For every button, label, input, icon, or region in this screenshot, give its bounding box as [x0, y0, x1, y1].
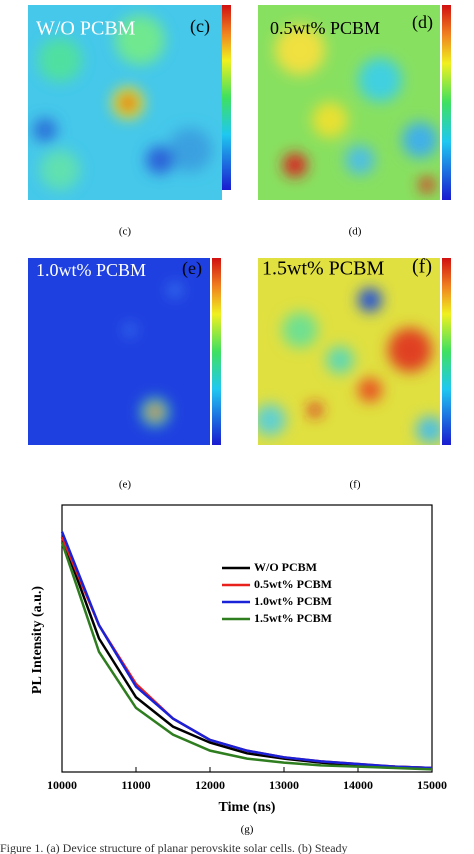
- panel-caption: (f): [350, 479, 361, 491]
- x-tick-label: 11000: [121, 778, 150, 792]
- panel-title: 0.5wt% PCBM: [270, 18, 380, 38]
- panel-tag: (e): [182, 258, 202, 279]
- panel-title: 1.5wt% PCBM: [262, 258, 384, 280]
- x-axis-label: Time (ns): [219, 800, 276, 815]
- legend-label: 1.5wt% PCBM: [254, 611, 332, 625]
- panel-caption: (d): [349, 226, 362, 238]
- panel-title: 1.0wt% PCBM: [36, 260, 146, 280]
- panel-caption: (g): [241, 824, 254, 836]
- plot-frame: [61, 504, 433, 773]
- x-tick-label: 14000: [343, 778, 373, 792]
- legend-label: 1.0wt% PCBM: [254, 594, 332, 608]
- x-tick-label: 13000: [269, 778, 299, 792]
- x-tick-label: 10000: [47, 778, 77, 792]
- figure-caption: Figure 1. (a) Device structure of planar…: [0, 841, 348, 854]
- series-line: [60, 531, 433, 770]
- heatmap: [28, 5, 231, 200]
- heatmap: [258, 5, 451, 200]
- heatmap: [28, 258, 221, 445]
- panel-title: W/O PCBM: [36, 18, 136, 40]
- legend-label: W/O PCBM: [254, 560, 317, 574]
- x-tick-label: 15000: [417, 778, 447, 792]
- panel-tag: (d): [412, 12, 433, 33]
- series-line: [60, 536, 433, 770]
- panel-tag: (c): [190, 16, 210, 37]
- legend-label: 0.5wt% PCBM: [254, 577, 332, 591]
- panel-caption: (e): [119, 479, 132, 491]
- y-axis-label: PL Intensity (a.u.): [30, 586, 45, 694]
- panel-caption: (c): [119, 226, 132, 238]
- panel-tag: (f): [412, 256, 432, 278]
- heatmap: [258, 258, 451, 445]
- series-line: [60, 541, 433, 771]
- x-tick-label: 12000: [195, 778, 225, 792]
